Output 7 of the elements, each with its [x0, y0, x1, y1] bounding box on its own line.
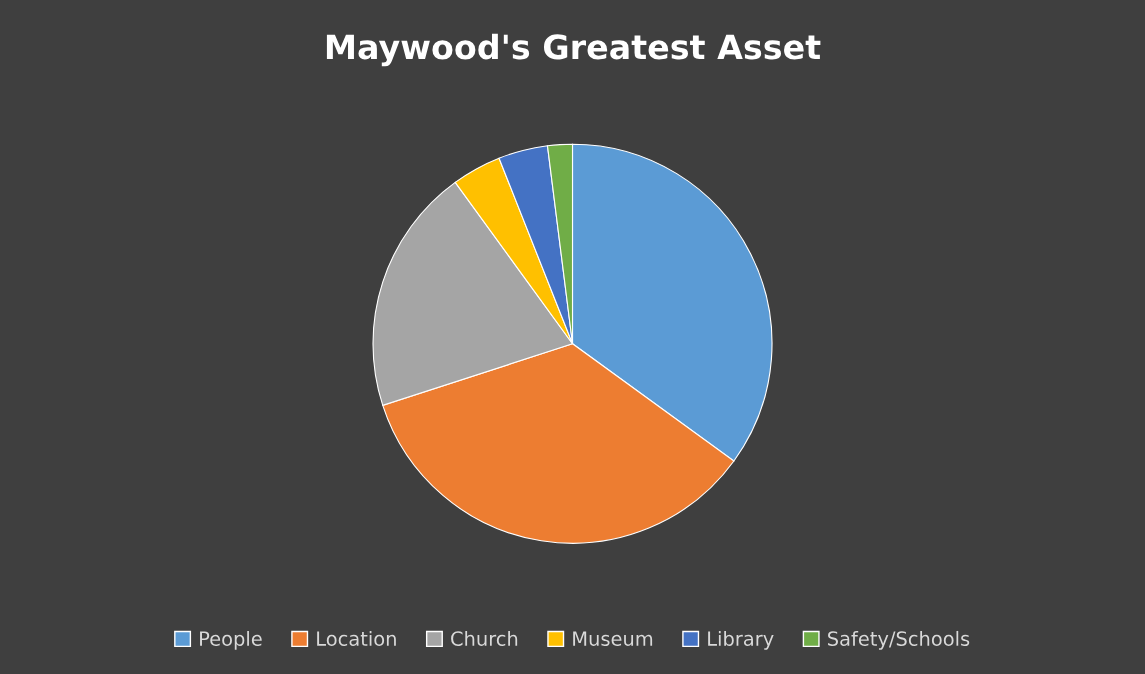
legend-label: Library: [708, 630, 774, 650]
chart-title: Maywood's Greatest Asset: [326, 33, 821, 67]
legend-label: Museum: [573, 631, 653, 646]
legend-label: Location: [317, 630, 396, 646]
legend-label: Safety/Schools: [828, 630, 970, 650]
legend-label: Church: [451, 630, 518, 646]
legend-label: People: [200, 630, 262, 650]
